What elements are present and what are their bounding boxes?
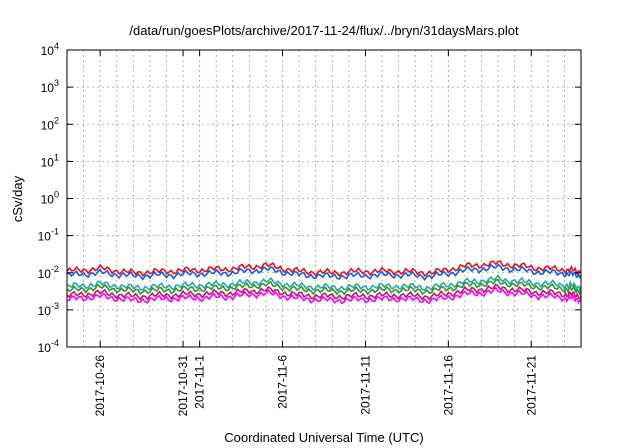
x-axis-label: Coordinated Universal Time (UTC) [224,430,423,445]
series-line-3 [66,274,582,293]
x-tick-label: 2017-10-26 [93,355,107,417]
y-tick-label: 10-1 [38,227,59,244]
series-layer [66,260,582,305]
series-line-5 [66,283,582,301]
x-axis: 2017-10-26 2017-10-31 2017-11-1 2017-11-6 20… [93,50,538,416]
x-tick-label: 2017-11-11 [358,355,372,415]
grid [67,50,581,347]
y-tick-label: 102 [41,115,59,132]
series-line-2 [66,263,582,282]
y-axis: 10-4 10-3 10-2 10-1 100 101 102 103 104 [38,41,581,355]
y-tick-label: 10-3 [38,301,59,318]
x-tick-label: 2017-11-6 [276,355,290,409]
y-tick-label: 10-2 [38,264,59,281]
y-tick-label: 104 [41,41,59,58]
series-line-1 [66,260,582,278]
x-tick-label: 2017-11-1 [193,355,207,409]
y-tick-label: 103 [41,78,59,95]
y-tick-label: 100 [41,190,59,207]
x-tick-label: 2017-11-16 [441,355,455,416]
chart-title: /data/run/goesPlots/archive/2017-11-24/f… [129,23,519,38]
x-tick-label: 2017-11-21 [524,355,538,416]
y-tick-label: 10-4 [38,338,59,355]
series-line-6 [67,286,582,305]
series-line-4 [66,278,582,297]
y-axis-label: cSv/day [10,175,25,222]
x-tick-label: 2017-10-31 [176,355,190,417]
y-tick-label: 101 [41,152,59,169]
